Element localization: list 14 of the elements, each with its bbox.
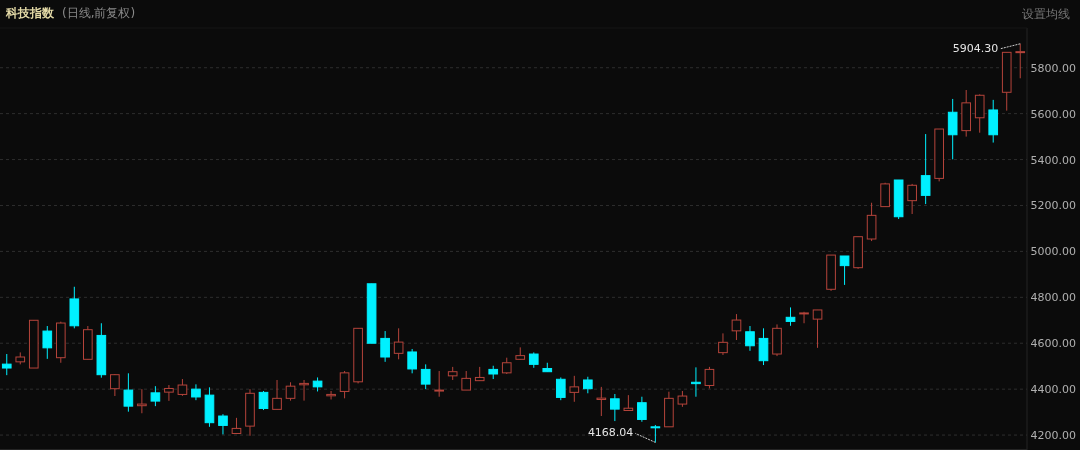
y-tick-label: 5200.00 <box>1030 199 1076 213</box>
y-tick-label: 4200.00 <box>1030 429 1076 443</box>
y-tick-label: 4800.00 <box>1030 291 1076 305</box>
text: 设置均线 <box>1022 7 1070 21</box>
chart-title: 科技指数 <box>5 6 55 20</box>
y-tick-label: 5000.00 <box>1030 245 1076 259</box>
annotation: 4168.04 <box>587 426 634 440</box>
y-tick-label: 4400.00 <box>1030 383 1076 397</box>
y-tick-label: 4600.00 <box>1030 337 1076 351</box>
y-tick-label: 5400.00 <box>1030 153 1076 167</box>
chart-subtitle: (日线,前复权) <box>62 6 136 20</box>
y-tick-label: 5600.00 <box>1030 107 1076 121</box>
y-tick-label: 5800.00 <box>1030 61 1076 75</box>
annotation: 5904.30 <box>952 41 999 55</box>
